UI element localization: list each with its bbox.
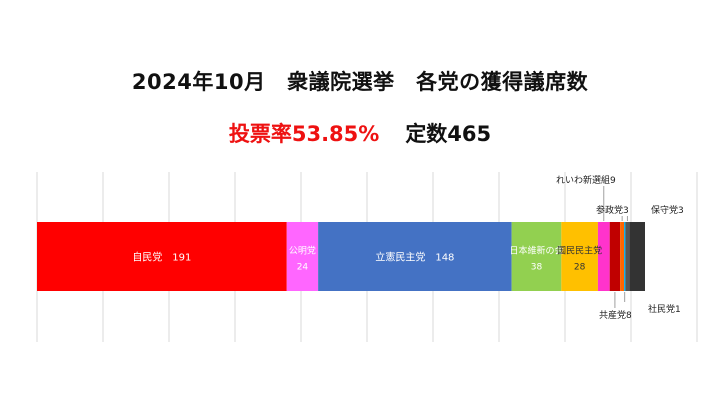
callout-label-5: れいわ新選組9 bbox=[556, 174, 616, 186]
data-label-name-4: 国民民主党 bbox=[557, 245, 602, 257]
callout-label-6: 共産党8 bbox=[599, 309, 632, 321]
callout-leader-lines bbox=[603, 186, 628, 308]
total-seats: 定数465 bbox=[405, 122, 492, 146]
bar-segment-8 bbox=[624, 222, 626, 291]
bar-segment-9 bbox=[625, 222, 630, 291]
bar-segment-5 bbox=[597, 222, 610, 291]
chart-title: 2024年10月 衆議院選挙 各党の獲得議席数 bbox=[131, 70, 589, 94]
bar-segment-7 bbox=[620, 222, 625, 291]
callout-label-7: 参政党3 bbox=[596, 204, 629, 216]
bar-segment-6 bbox=[609, 222, 621, 291]
data-labels: 自民党 191 公明党 24 立憲民主党 148 日本維新の会 38 国民民主党 28 れいわ新… bbox=[132, 174, 683, 321]
data-label-0: 自民党 191 bbox=[132, 251, 191, 264]
bar-segment-3 bbox=[511, 222, 562, 291]
callout-label-9: 保守党3 bbox=[651, 204, 684, 216]
bar-segment-2 bbox=[318, 222, 512, 291]
bar-segment-4 bbox=[561, 222, 598, 291]
bar-segment-10 bbox=[629, 222, 645, 291]
data-label-2: 立憲民主党 148 bbox=[375, 251, 454, 264]
data-label-value-3: 38 bbox=[531, 263, 543, 273]
chart-subtitle: 投票率53.85% 定数465 bbox=[0, 118, 720, 148]
data-label-name-3: 日本維新の会 bbox=[509, 245, 563, 257]
bar-segment-0 bbox=[37, 222, 287, 291]
bar-segments bbox=[37, 222, 645, 291]
turnout-rate: 投票率53.85% bbox=[228, 122, 380, 146]
bar-segment-1 bbox=[286, 222, 319, 291]
data-label-name-1: 公明党 bbox=[289, 245, 316, 257]
data-label-value-1: 24 bbox=[297, 263, 309, 273]
data-label-value-4: 28 bbox=[574, 263, 586, 273]
callout-label-8: 社民党1 bbox=[648, 303, 681, 315]
